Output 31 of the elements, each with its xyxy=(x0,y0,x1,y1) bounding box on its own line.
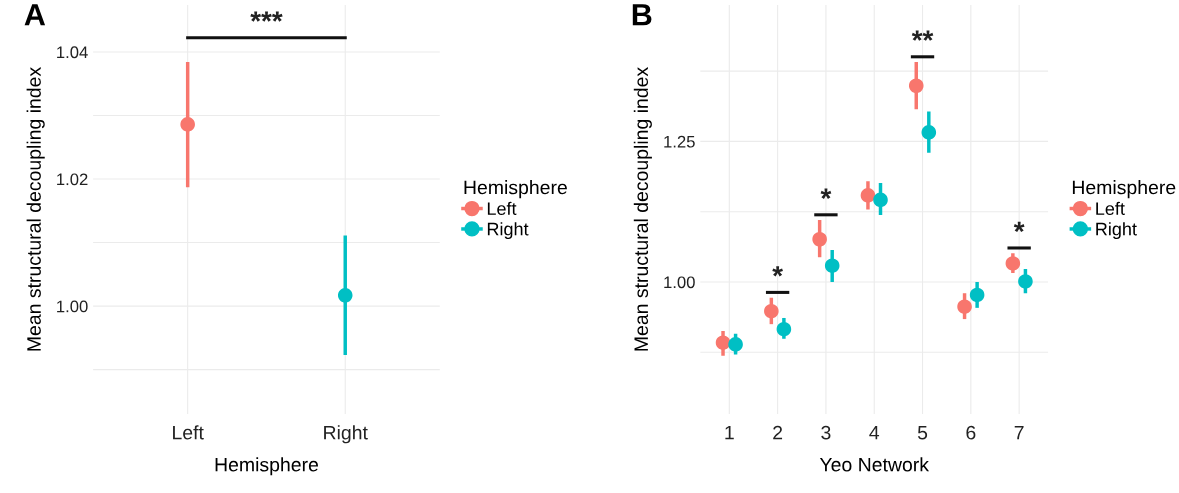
annotation: * xyxy=(772,266,783,277)
x-tick-label: Left xyxy=(173,425,204,440)
x-tick-label: 1 xyxy=(725,425,734,440)
x-tick-label: 5 xyxy=(917,425,928,440)
x-tick-label: 4 xyxy=(869,425,880,440)
annotation: ** xyxy=(911,30,934,41)
y-axis-title: Mean structural decoupling index xyxy=(26,67,45,351)
y-tick-label: 1.00 xyxy=(57,300,88,313)
x-tick-label: 7 xyxy=(1014,425,1024,440)
y-axis-title: Mean structural decoupling index xyxy=(633,67,652,351)
legend-title: Hemisphere xyxy=(464,180,567,199)
x-axis-title: Yeo Network xyxy=(819,457,930,472)
x-tick-label: 2 xyxy=(773,425,783,440)
legend-label: Left xyxy=(487,201,517,216)
legend-label: Left xyxy=(1096,201,1125,216)
y-tick-label: 1.02 xyxy=(57,173,88,186)
y-tick-label: 1.00 xyxy=(664,276,695,289)
x-tick-label: Right xyxy=(324,425,368,444)
y-tick-label: 1.25 xyxy=(664,135,695,148)
x-tick-label: 6 xyxy=(966,425,976,440)
x-axis-title: Hemisphere xyxy=(215,457,319,476)
chart-title: A xyxy=(24,4,46,26)
annotation: *** xyxy=(250,11,283,22)
legend-title: Hemisphere xyxy=(1072,180,1176,199)
legend-label: Right xyxy=(487,222,529,240)
x-tick-label: 3 xyxy=(821,425,831,440)
annotation: * xyxy=(1013,221,1025,233)
legend-label: Right xyxy=(1096,222,1137,240)
y-tick-label: 1.04 xyxy=(57,46,88,59)
chart-title: B xyxy=(632,4,652,26)
annotation: * xyxy=(820,188,832,199)
